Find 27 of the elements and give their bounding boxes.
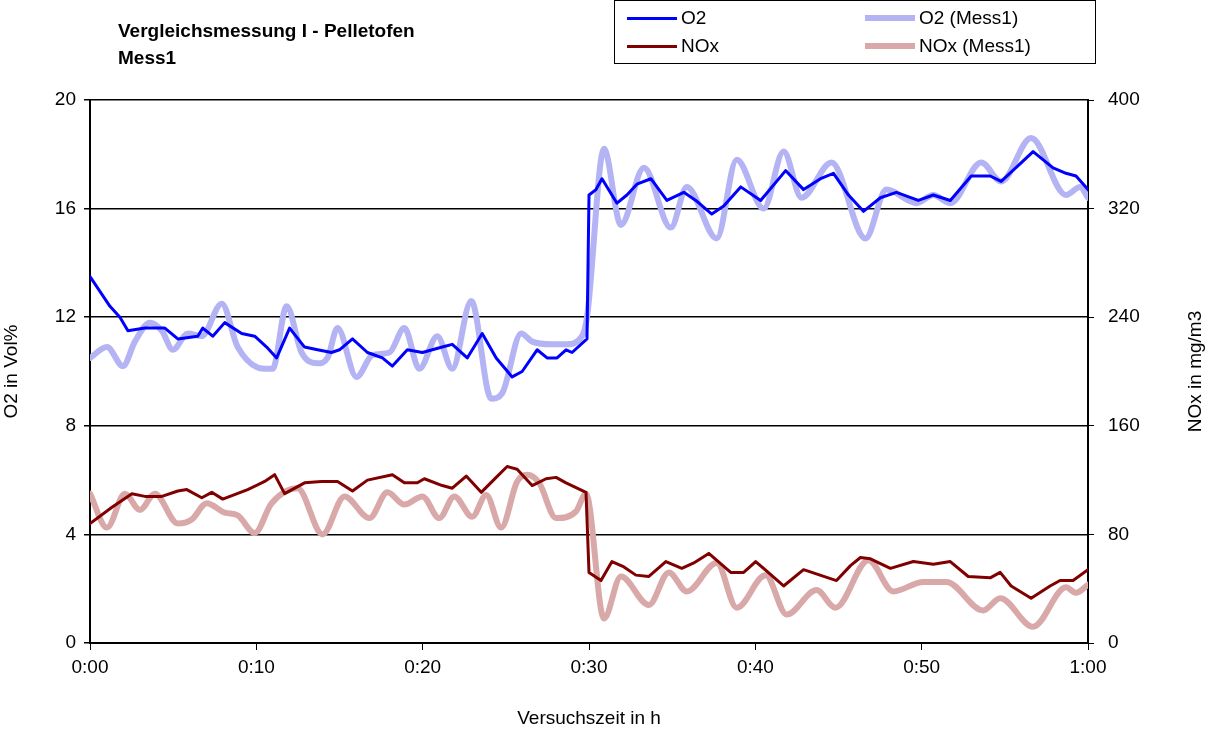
x-tick-label: 0:40 (736, 655, 774, 677)
chart-title: Vergleichsmessung I - Pelletofen Mess1 (118, 19, 415, 70)
legend-label: NOx (681, 35, 719, 57)
y-tick-label: 8 (65, 414, 76, 436)
y2-tick-label: 400 (1108, 88, 1140, 110)
legend-label: O2 (Mess1) (919, 7, 1019, 29)
x-tick-label: 0:50 (903, 655, 941, 677)
y2-tick-label: 0 (1108, 631, 1119, 653)
x-axis-title: Versuchszeit in h (517, 706, 661, 728)
x-tick-label: 0:20 (404, 655, 442, 677)
y-tick-label: 16 (54, 196, 76, 218)
y-tick-label: 12 (54, 305, 76, 327)
y-axis-title: O2 in Vol% (0, 324, 21, 419)
x-tick-label: 0:30 (570, 655, 608, 677)
y2-tick-label: 240 (1108, 305, 1140, 327)
y2-axis-title: NOx in mg/m3 (1184, 310, 1206, 433)
legend-label: NOx (Mess1) (919, 35, 1031, 57)
y-tick-label: 0 (65, 631, 76, 653)
y2-tick-label: 160 (1108, 414, 1140, 436)
y-tick-label: 20 (54, 88, 76, 110)
y2-tick-label: 320 (1108, 196, 1140, 218)
y2-tick-label: 80 (1108, 522, 1130, 544)
legend-label: O2 (681, 7, 707, 29)
x-tick-label: 1:00 (1069, 655, 1107, 677)
x-tick-label: 0:10 (237, 655, 275, 677)
y-tick-label: 4 (65, 522, 77, 544)
x-tick-label: 0:00 (71, 655, 109, 677)
